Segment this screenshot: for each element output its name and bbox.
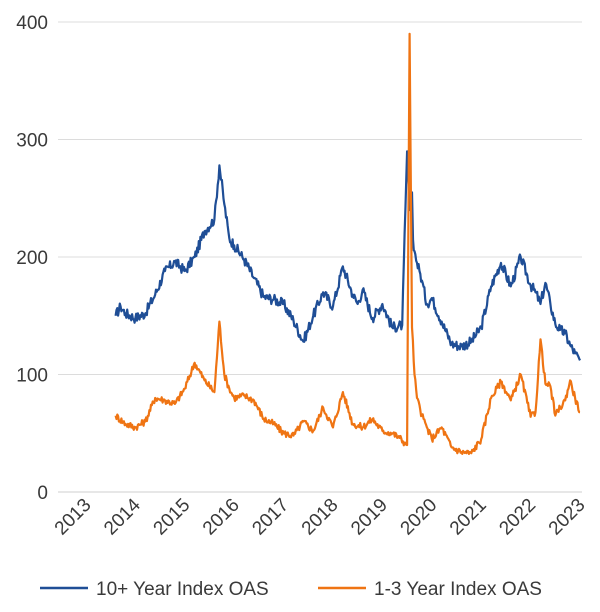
legend-label-10plus: 10+ Year Index OAS [96,579,269,600]
series-lines [114,32,581,455]
x-tick-label: 2018 [298,495,343,540]
legend: 10+ Year Index OAS 1-3 Year Index OAS [40,579,542,600]
x-tick-label: 2014 [100,494,145,539]
x-tick-label: 2017 [248,495,293,540]
x-tick-label: 2019 [347,495,392,540]
series-line-1to3 [114,32,581,455]
y-tick-label: 200 [16,248,48,269]
x-tick-label: 2021 [446,495,491,540]
legend-label-1to3: 1-3 Year Index OAS [374,579,542,600]
x-tick-label: 2023 [545,495,590,540]
x-tick-label: 2020 [397,495,442,540]
x-tick-label: 2016 [199,495,244,540]
y-tick-label: 0 [37,483,48,504]
y-tick-label: 300 [16,131,48,152]
x-tick-label: 2013 [51,495,96,540]
x-tick-label: 2015 [150,495,195,540]
grid-lines [58,21,582,493]
y-tick-label: 400 [16,13,48,34]
series-line-10plus [114,150,581,361]
x-axis-tick-labels: 2013 2014 2015 2016 2017 2018 2019 2020 2021 2022… [51,494,590,539]
x-tick-label: 2022 [495,495,540,540]
y-axis-tick-labels: 0 100 200 300 400 [16,13,48,504]
y-tick-label: 100 [16,366,48,387]
